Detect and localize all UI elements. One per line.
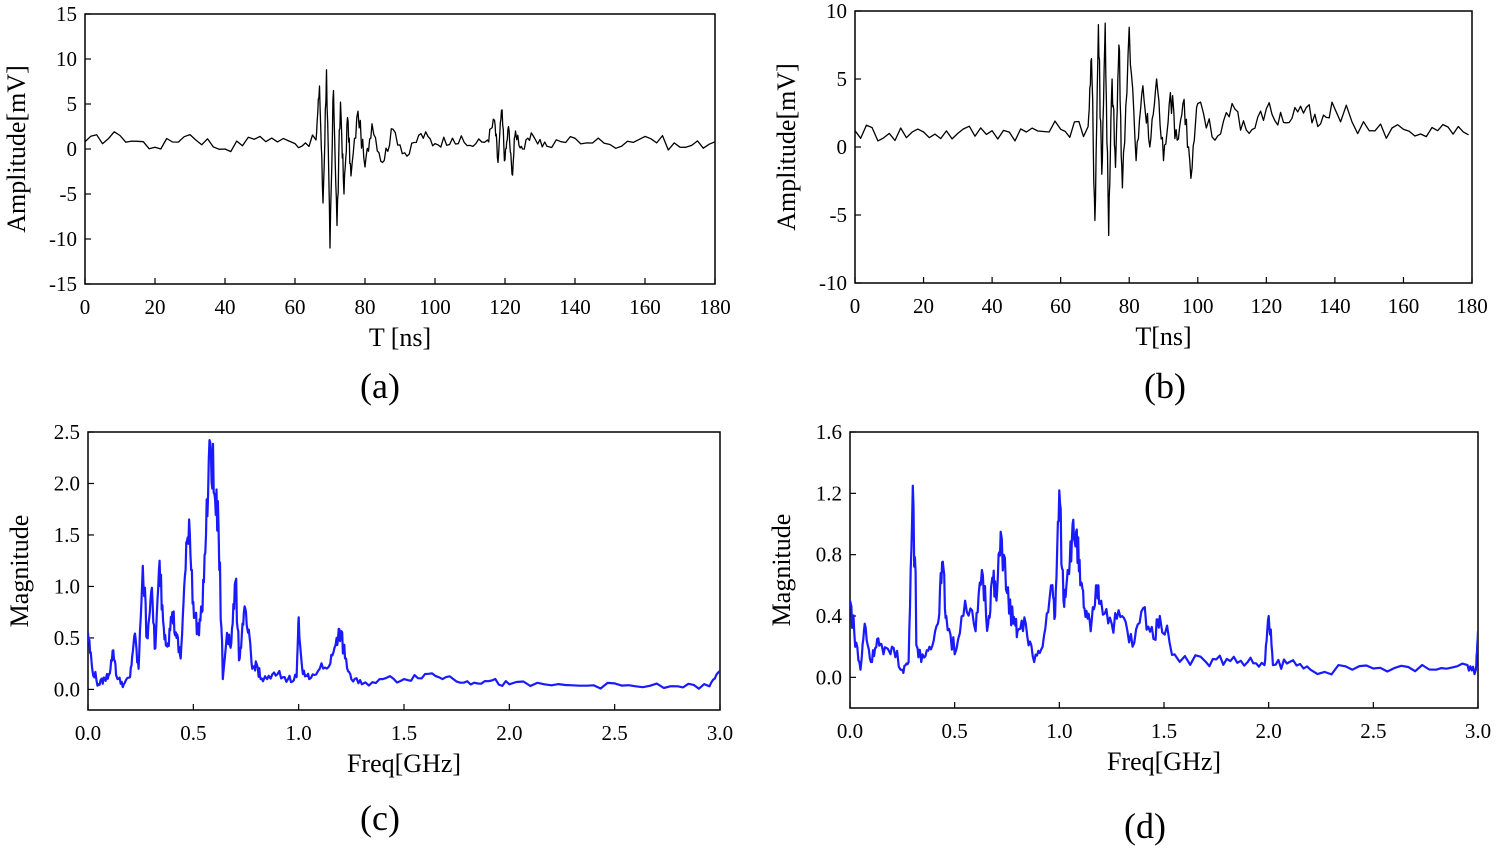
x-tick-label: 0.0	[837, 719, 863, 743]
plot-frame	[87, 431, 721, 711]
y-tick-label: 10	[56, 47, 77, 71]
y-tick-label: -5	[60, 182, 78, 206]
series-line-signal	[855, 22, 1469, 237]
y-tick-label: 0.5	[54, 626, 80, 650]
x-tick-label: 2.5	[602, 721, 628, 745]
x-tick-label: 80	[355, 295, 376, 319]
x-tick-label: 120	[489, 295, 521, 319]
series-line-spectrum	[850, 484, 1478, 676]
x-tick-label: 140	[1319, 294, 1351, 318]
x-tick-label: 160	[629, 295, 661, 319]
x-tick-label: 100	[1182, 294, 1214, 318]
x-axis-label: T[ns]	[1135, 322, 1191, 351]
x-tick-label: 1.5	[391, 721, 417, 745]
y-tick-label: 1.5	[54, 523, 80, 547]
x-tick-label: 120	[1251, 294, 1283, 318]
x-tick-label: 0.0	[75, 721, 101, 745]
x-tick-label: 100	[419, 295, 451, 319]
y-tick-label: -10	[49, 227, 77, 251]
panel-label: (b)	[1144, 366, 1186, 406]
y-tick-label: -5	[830, 203, 848, 227]
x-tick-label: 2.0	[1256, 719, 1282, 743]
x-tick-label: 1.0	[286, 721, 312, 745]
x-tick-label: 20	[913, 294, 934, 318]
y-tick-label: -10	[819, 271, 847, 295]
x-axis-label: Freq[GHz]	[1107, 747, 1221, 776]
x-tick-label: 180	[699, 295, 731, 319]
x-tick-label: 0	[850, 294, 861, 318]
panel-label: (d)	[1124, 806, 1166, 846]
y-axis-label: Magnitude	[5, 515, 34, 628]
y-tick-label: 0	[67, 137, 78, 161]
x-tick-label: 0	[80, 295, 91, 319]
x-tick-label: 20	[145, 295, 166, 319]
x-tick-label: 3.0	[1465, 719, 1491, 743]
y-tick-label: 15	[56, 2, 77, 26]
series-line-signal	[85, 69, 715, 249]
plot-frame	[84, 13, 716, 285]
y-tick-label: 0.8	[816, 543, 842, 567]
y-axis-label: Amplitude[mV]	[772, 63, 801, 231]
panel-label: (c)	[360, 798, 400, 838]
chart-a: 0 20 40 60 80 100 120 140 160 180 -15 -10 -5 0 5 10 15 T …	[2, 2, 731, 406]
chart-b: 0 20 40 60 80 100 120 140 160 180 -10 -5 0 5 10 T[ns] Am…	[772, 0, 1488, 406]
x-tick-label: 40	[982, 294, 1003, 318]
y-tick-label: 2.5	[54, 420, 80, 444]
x-tick-label: 40	[215, 295, 236, 319]
y-tick-label: 1.6	[816, 420, 842, 444]
chart-d: 0.0 0.5 1.0 1.5 2.0 2.5 3.0 0.0 0.4 0.8 1.2 1.6 Freq…	[767, 420, 1491, 846]
x-tick-label: 2.0	[496, 721, 522, 745]
series-line-spectrum	[88, 439, 720, 690]
y-tick-label: 2.0	[54, 471, 80, 495]
x-tick-label: 1.0	[1046, 719, 1072, 743]
y-axis-label: Amplitude[mV]	[2, 65, 31, 233]
x-axis-label: T [ns]	[369, 323, 431, 352]
x-tick-label: 80	[1119, 294, 1140, 318]
x-tick-label: 3.0	[707, 721, 733, 745]
x-tick-label: 0.5	[180, 721, 206, 745]
y-tick-label: 10	[826, 0, 847, 23]
y-tick-label: 0.0	[54, 677, 80, 701]
x-tick-label: 1.5	[1151, 719, 1177, 743]
y-tick-label: 1.0	[54, 574, 80, 598]
y-tick-label: 5	[837, 67, 848, 91]
x-axis-label: Freq[GHz]	[347, 749, 461, 778]
x-tick-label: 140	[559, 295, 591, 319]
y-tick-label: -15	[49, 272, 77, 296]
x-tick-label: 0.5	[942, 719, 968, 743]
x-tick-label: 160	[1388, 294, 1420, 318]
x-tick-label: 60	[285, 295, 306, 319]
panel-label: (a)	[360, 366, 400, 406]
y-tick-label: 0	[837, 135, 848, 159]
chart-c: 0.0 0.5 1.0 1.5 2.0 2.5 3.0 0.0 0.5 1.0 1.5 2.0 2.5 F…	[5, 420, 733, 838]
y-tick-label: 5	[67, 92, 78, 116]
y-tick-label: 1.2	[816, 481, 842, 505]
x-tick-label: 180	[1456, 294, 1488, 318]
y-tick-label: 0.4	[816, 604, 843, 628]
x-tick-label: 60	[1050, 294, 1071, 318]
y-tick-label: 0.0	[816, 665, 842, 689]
x-tick-label: 2.5	[1360, 719, 1386, 743]
y-axis-label: Magnitude	[767, 514, 796, 627]
